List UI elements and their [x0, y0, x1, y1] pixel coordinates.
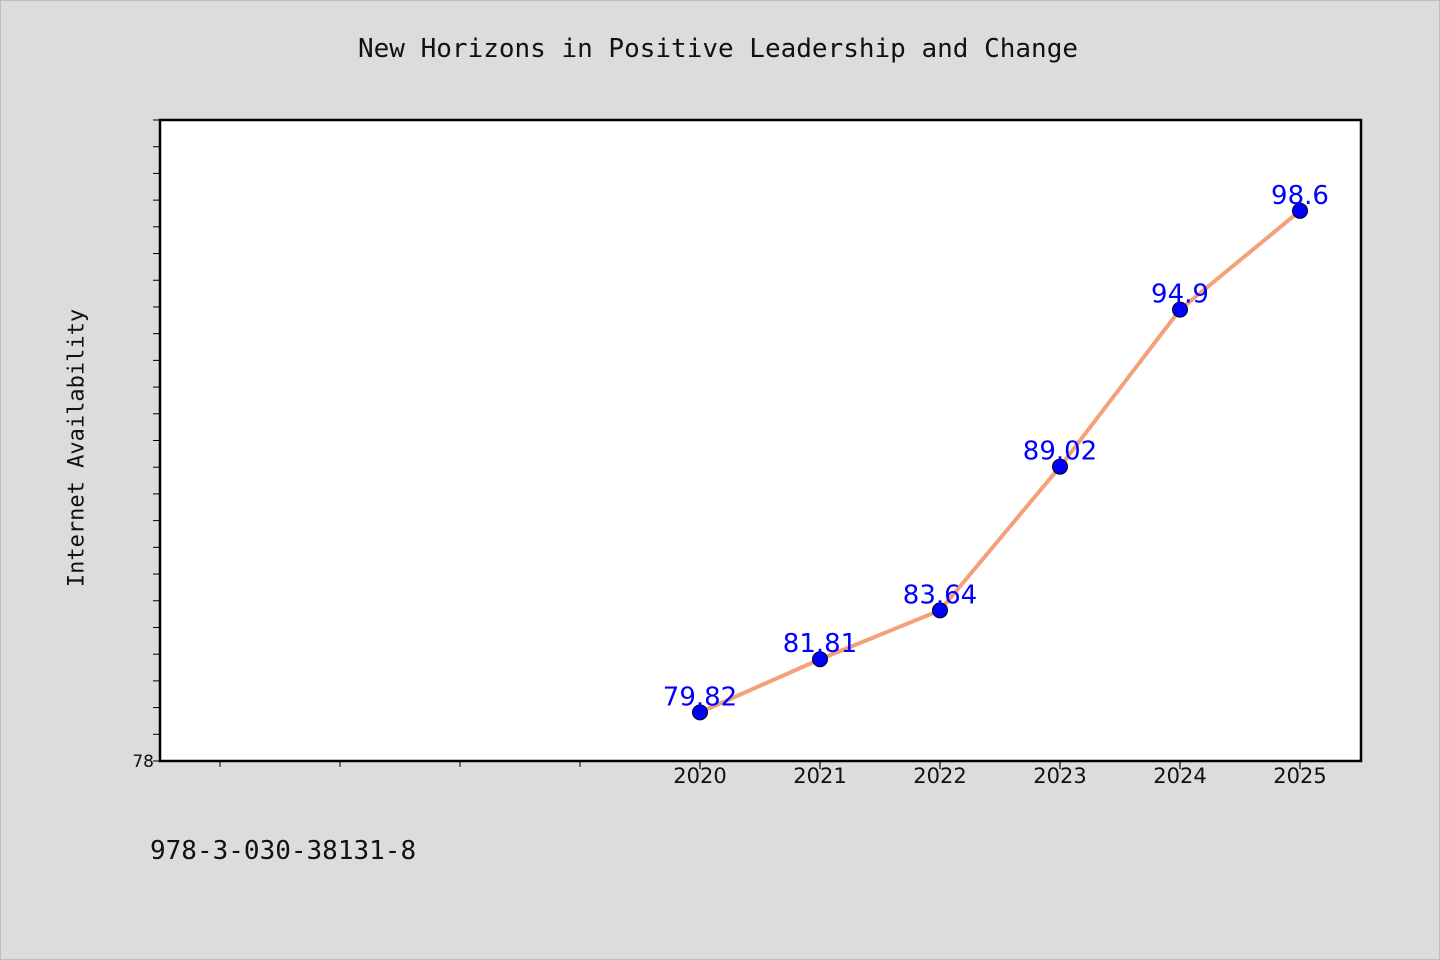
data-label: 81.81 [783, 629, 857, 659]
x-tick-label: 2020 [673, 764, 726, 788]
plot-area [158, 118, 1363, 763]
x-tick-label: 2024 [1153, 764, 1206, 788]
x-tick-label: 2021 [793, 764, 846, 788]
data-point [1172, 301, 1188, 318]
chart-title: New Horizons in Positive Leadership and … [357, 34, 1079, 64]
data-point [692, 704, 708, 721]
data-point [812, 651, 828, 668]
data-label: 89.02 [1023, 437, 1097, 467]
data-label: 94.9 [1151, 280, 1209, 310]
data-label: 98.6 [1271, 181, 1329, 211]
series-internet-availability: 79.82 81.81 83.64 89.02 94.9 98.6 [663, 181, 1329, 721]
series-line [698, 208, 1302, 715]
y-axis-ticks [153, 119, 160, 762]
x-tick-label: 2025 [1273, 764, 1326, 788]
data-label: 79.82 [663, 682, 737, 712]
y-tick-label-min: 78 [132, 752, 154, 772]
data-point [932, 602, 948, 619]
x-axis-ticks [219, 761, 1301, 769]
data-point [1292, 202, 1308, 219]
x-tick-label: 2022 [913, 764, 966, 788]
x-tick-label: 2023 [1033, 764, 1086, 788]
x-axis-tick-labels: 2020 2021 2022 2023 2024 2025 [673, 764, 1326, 788]
data-point [1052, 458, 1068, 475]
data-label: 83.64 [903, 580, 977, 610]
isbn-text: 978-3-030-38131-8 [150, 836, 417, 866]
